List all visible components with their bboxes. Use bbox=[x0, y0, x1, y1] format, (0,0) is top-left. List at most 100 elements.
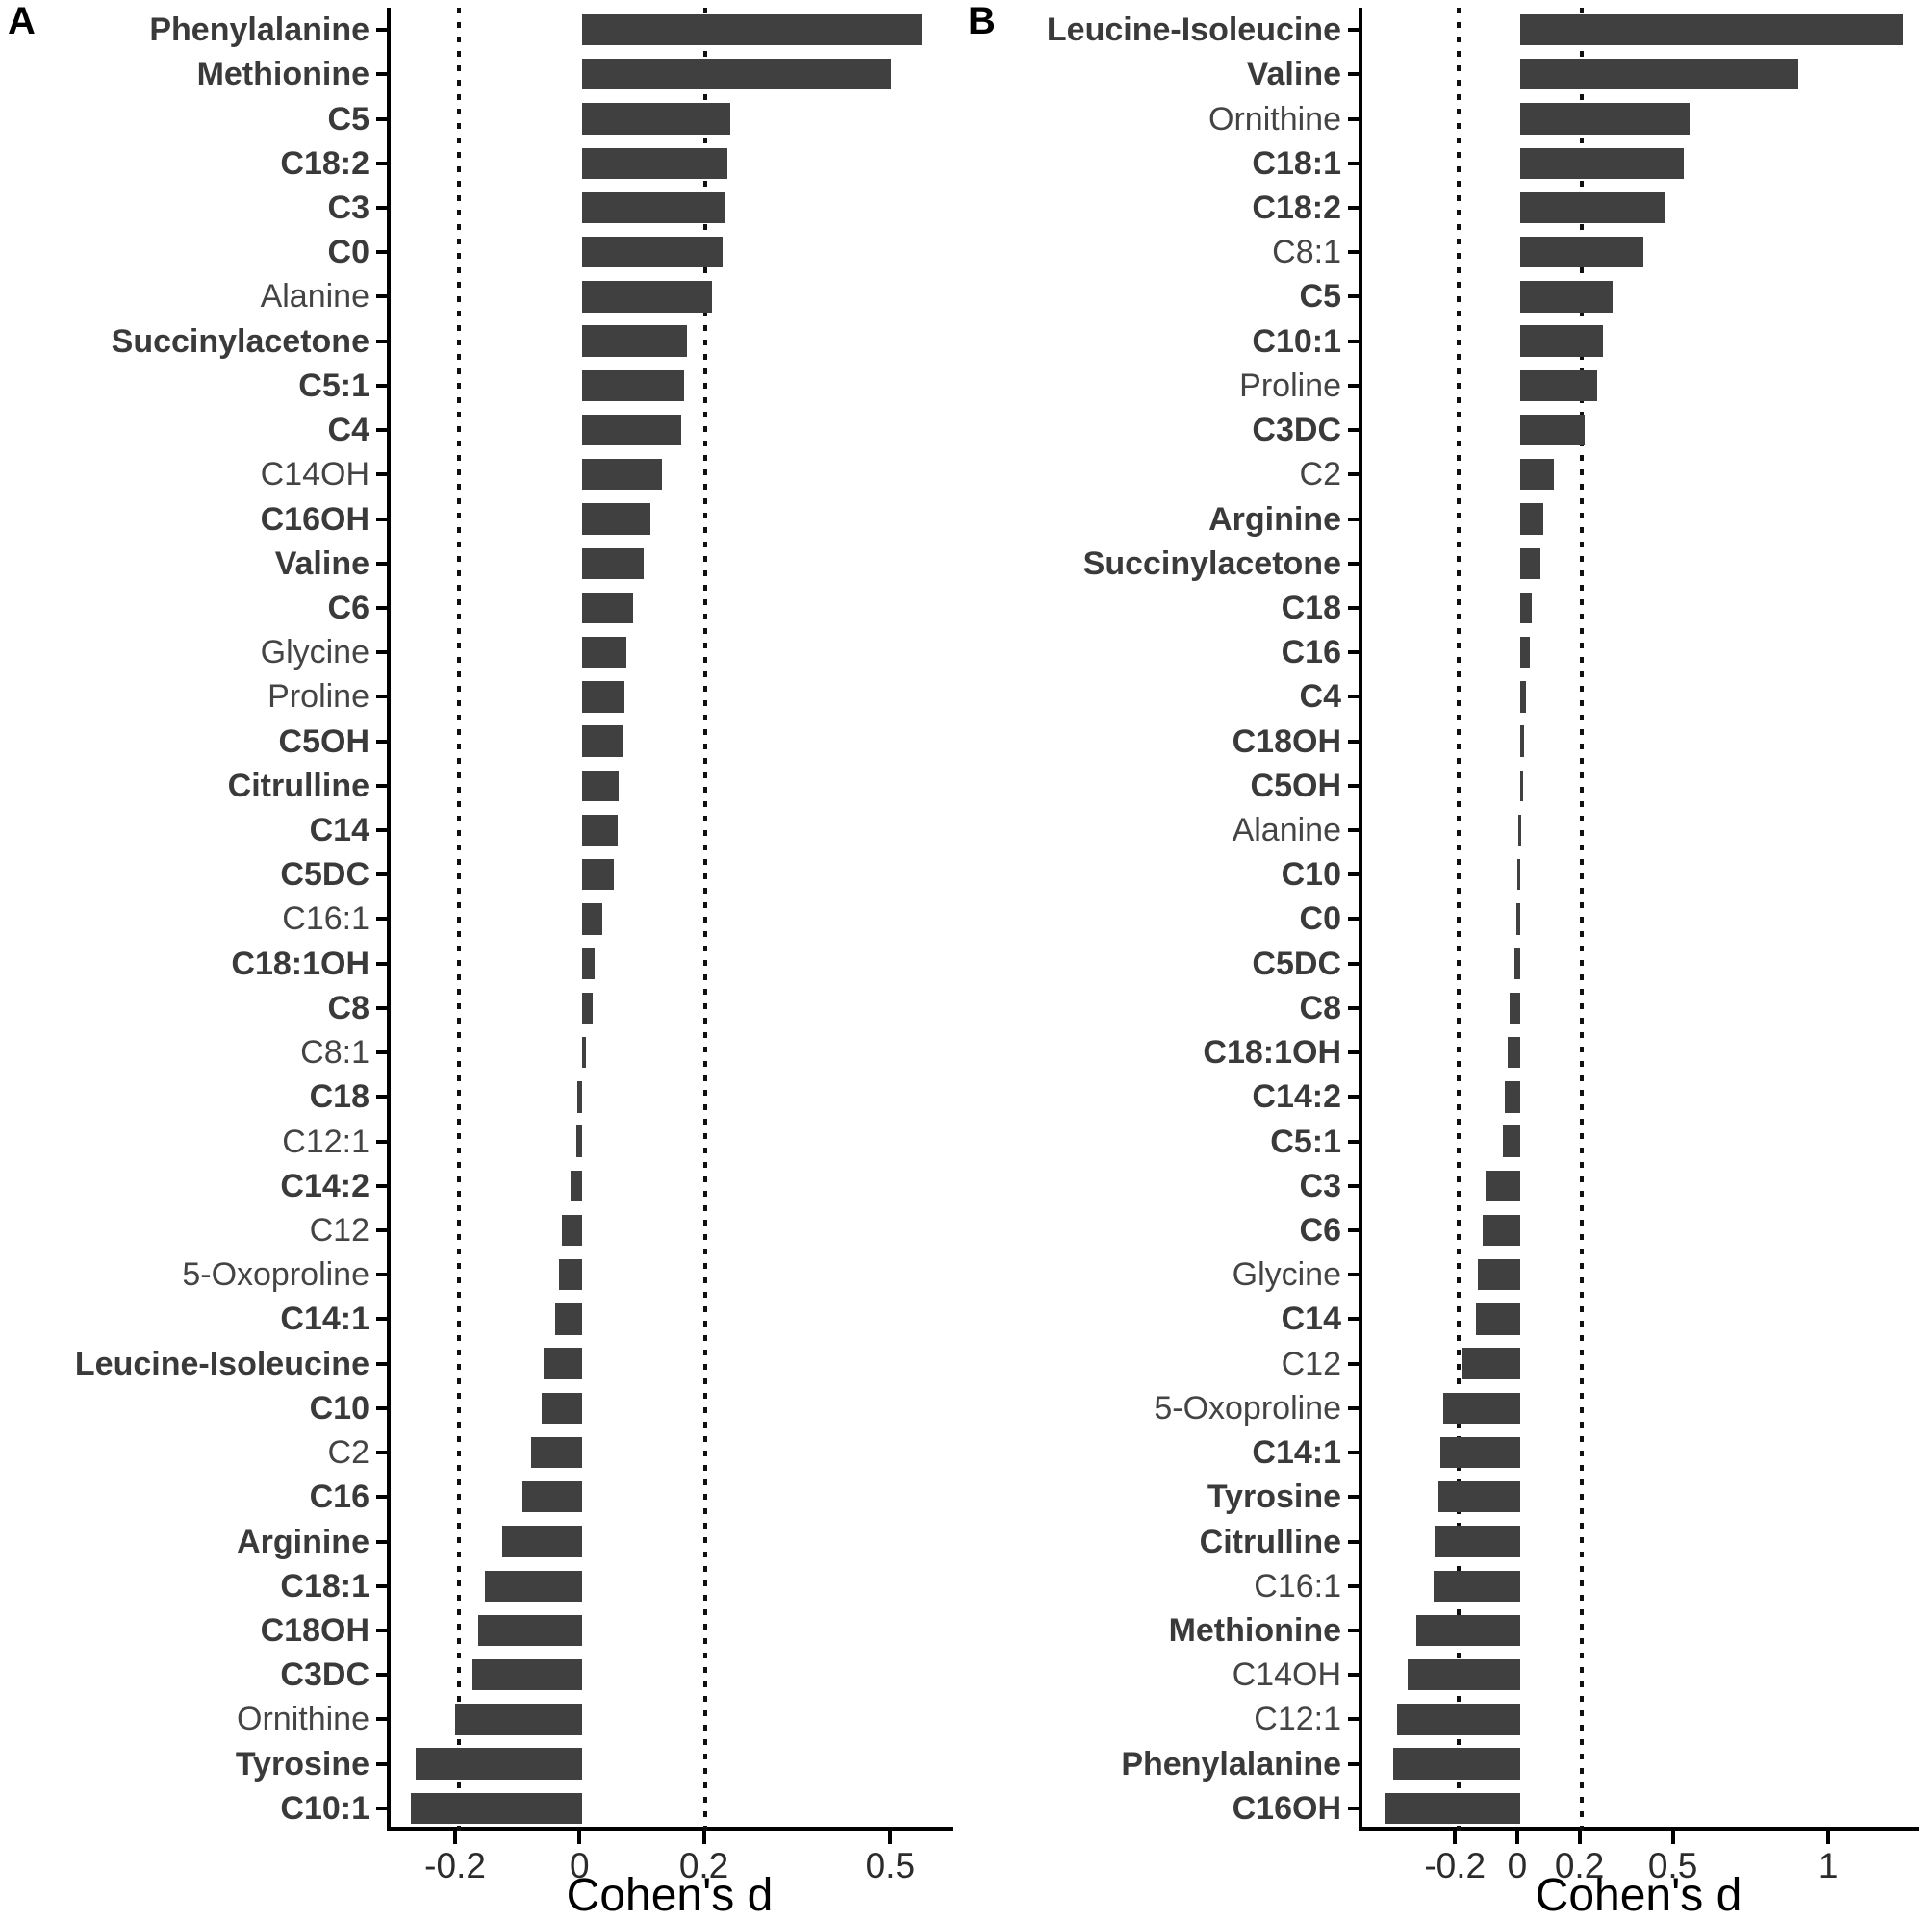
category-row: C10:1 bbox=[966, 319, 1359, 364]
y-axis-tick bbox=[1348, 1005, 1359, 1010]
bar-c12 bbox=[562, 1214, 582, 1247]
x-axis-tick bbox=[1577, 1831, 1582, 1844]
y-axis-tick bbox=[1348, 1451, 1359, 1455]
y-axis-tick bbox=[1348, 428, 1359, 433]
bar-proline bbox=[581, 681, 625, 713]
bar-row bbox=[1362, 808, 1919, 852]
category-row: C12 bbox=[0, 1208, 387, 1252]
category-row: Methionine bbox=[0, 52, 387, 96]
reference-line-0.2 bbox=[703, 8, 708, 1831]
category-label: C18 bbox=[1281, 589, 1341, 626]
bar-row bbox=[391, 274, 953, 318]
y-axis-tick bbox=[376, 1539, 387, 1544]
y-axis-tick bbox=[376, 695, 387, 699]
bar-c18-2 bbox=[581, 147, 727, 179]
category-row: Methionine bbox=[966, 1608, 1359, 1653]
category-label: C5 bbox=[327, 100, 369, 138]
bar-row bbox=[391, 674, 953, 719]
bar-glycine bbox=[581, 636, 627, 669]
x-axis-tick bbox=[1826, 1831, 1831, 1844]
bar-row bbox=[391, 452, 953, 496]
y-axis-tick bbox=[1348, 517, 1359, 521]
category-row: C8 bbox=[0, 986, 387, 1030]
category-label: Methionine bbox=[1168, 1611, 1341, 1649]
y-axis-tick bbox=[1348, 1273, 1359, 1277]
bar-c18-1 bbox=[485, 1570, 582, 1602]
bar-row bbox=[1362, 986, 1919, 1030]
category-label: C14:1 bbox=[280, 1301, 369, 1338]
bar-c3dc bbox=[472, 1659, 582, 1691]
category-label: C8:1 bbox=[300, 1034, 369, 1072]
category-label: Tyrosine bbox=[1207, 1479, 1341, 1516]
bar-c12 bbox=[1462, 1348, 1520, 1379]
y-axis-tick bbox=[376, 1405, 387, 1410]
bar-row bbox=[1362, 764, 1919, 808]
y-axis-tick bbox=[376, 383, 387, 388]
bar-alanine bbox=[581, 281, 712, 313]
y-axis-tick bbox=[1348, 1761, 1359, 1766]
bar-row bbox=[1362, 1697, 1919, 1741]
bar-5-oxoproline bbox=[558, 1259, 582, 1291]
category-label: Alanine bbox=[260, 278, 369, 316]
category-label: Proline bbox=[1239, 367, 1341, 404]
category-row: Proline bbox=[966, 364, 1359, 408]
category-label: C18:1 bbox=[280, 1567, 369, 1605]
panel-a-plot-area bbox=[387, 8, 953, 1831]
bar-row bbox=[391, 1475, 953, 1519]
y-axis-tick bbox=[1348, 1317, 1359, 1322]
category-label: Methionine bbox=[196, 56, 369, 93]
bar-row bbox=[1362, 586, 1919, 630]
bar-row bbox=[391, 897, 953, 941]
bar-series bbox=[391, 8, 953, 1831]
y-axis-tick bbox=[376, 161, 387, 165]
category-row: Ornithine bbox=[0, 1697, 387, 1741]
category-row: C3DC bbox=[0, 1653, 387, 1697]
bar-c0 bbox=[1515, 903, 1520, 935]
bar-row bbox=[1362, 186, 1919, 230]
category-label: C12:1 bbox=[282, 1123, 369, 1160]
bar-alanine bbox=[1518, 814, 1522, 847]
category-label: C5DC bbox=[280, 856, 369, 894]
bar-c18oh bbox=[478, 1614, 582, 1647]
category-label: C18 bbox=[309, 1078, 369, 1116]
category-row: C5DC bbox=[966, 942, 1359, 986]
bar-c14 bbox=[1476, 1303, 1520, 1335]
bar-row bbox=[391, 942, 953, 986]
y-axis-tick bbox=[376, 1183, 387, 1188]
category-row: Alanine bbox=[966, 808, 1359, 852]
y-axis-tick bbox=[376, 828, 387, 833]
bar-row bbox=[391, 764, 953, 808]
category-label: C5:1 bbox=[298, 367, 369, 404]
y-axis-tick bbox=[1348, 1628, 1359, 1632]
bar-row bbox=[391, 1030, 953, 1074]
bar-row bbox=[1362, 1252, 1919, 1297]
category-row: C8 bbox=[966, 986, 1359, 1030]
bar-c14oh bbox=[581, 459, 663, 491]
bar-row bbox=[391, 1074, 953, 1119]
y-axis-tick bbox=[376, 517, 387, 521]
y-axis-tick bbox=[1348, 695, 1359, 699]
category-label: C14OH bbox=[1232, 1656, 1341, 1694]
bar-row bbox=[1362, 1430, 1919, 1475]
bar-c2 bbox=[530, 1436, 582, 1469]
y-axis-tick bbox=[1348, 1583, 1359, 1588]
category-label: C18:1OH bbox=[231, 945, 369, 982]
y-axis-tick bbox=[376, 1806, 387, 1810]
category-label: C16 bbox=[309, 1479, 369, 1516]
category-row: C18:1OH bbox=[966, 1030, 1359, 1074]
category-label: C5:1 bbox=[1270, 1123, 1341, 1160]
category-row: C16 bbox=[966, 630, 1359, 674]
category-row: C10 bbox=[966, 852, 1359, 897]
y-axis-tick bbox=[1348, 917, 1359, 922]
bar-c14 bbox=[581, 814, 619, 847]
x-axis-tick bbox=[577, 1831, 582, 1844]
panel-b-plot-area bbox=[1359, 8, 1919, 1831]
category-row: C3 bbox=[0, 186, 387, 230]
bar-arginine bbox=[1519, 503, 1543, 535]
bar-c5oh bbox=[1519, 770, 1523, 801]
bar-row bbox=[391, 630, 953, 674]
category-row: C8:1 bbox=[966, 230, 1359, 274]
category-label: Alanine bbox=[1232, 812, 1341, 849]
bar-tyrosine bbox=[1437, 1481, 1520, 1513]
category-row: C3 bbox=[966, 1164, 1359, 1208]
